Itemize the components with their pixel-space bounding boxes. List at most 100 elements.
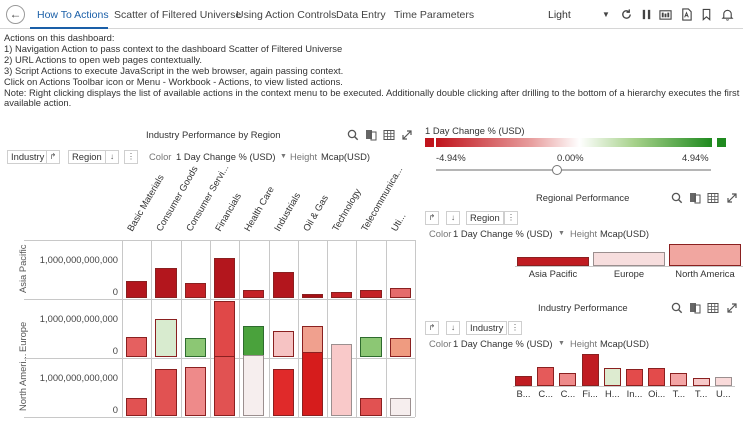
bar[interactable] [581,354,599,386]
bar[interactable] [517,257,589,266]
table-icon[interactable] [707,192,719,204]
bar[interactable] [331,344,353,416]
bar[interactable] [243,355,265,416]
color-value-select[interactable]: 1 Day Change % (USD) [176,151,276,162]
chevron-down-icon[interactable]: ▼ [558,340,565,347]
bar[interactable] [155,369,177,416]
column-divider [268,240,270,417]
bar[interactable] [213,258,236,298]
tab-how-to-actions[interactable]: How To Actions [37,9,109,21]
height-value-select[interactable]: Mcap(USD) [321,151,370,162]
industry-chip[interactable]: Industry [7,150,49,164]
tab-scatter-filtered[interactable]: Scatter of Filtered Universe [114,9,242,21]
legend-slider-track[interactable] [436,169,711,171]
bar[interactable] [126,337,148,357]
refresh-icon[interactable] [620,8,633,21]
bar[interactable] [272,368,294,416]
export-icon[interactable] [689,192,701,204]
bar[interactable] [272,272,294,298]
tab-time-parameters[interactable]: Time Parameters [394,9,475,21]
bar[interactable] [155,319,177,357]
legend-slider-handle[interactable] [552,165,562,175]
bar[interactable] [360,290,382,298]
search-icon[interactable] [671,302,683,314]
bar[interactable] [648,368,666,386]
tab-data-entry[interactable]: Data Entry [336,9,386,21]
bar[interactable] [184,366,206,416]
bar[interactable] [184,282,206,298]
description-line: 2) URL Actions to open web pages context… [4,53,203,65]
pdf-icon[interactable] [680,8,693,21]
bar[interactable] [670,372,688,386]
legend-max: 4.94% [682,152,709,163]
sort-icon[interactable]: ↓ [446,211,460,225]
drill-arrow-icon[interactable]: ↱ [425,211,439,225]
tab-action-controls[interactable]: Using Action Controls [236,9,337,21]
bar[interactable] [243,290,265,298]
sort-icon[interactable]: ↓ [446,321,460,335]
table-icon[interactable] [383,129,395,141]
scatter-icon[interactable]: ⋮ [504,211,518,225]
bar[interactable] [515,376,532,386]
back-icon[interactable]: ← [6,5,25,24]
export-icon[interactable] [689,302,701,314]
bell-icon[interactable] [721,8,734,21]
bar[interactable] [272,330,294,357]
description-line: 3) Script Actions to execute JavaScript … [4,64,344,76]
bar[interactable] [301,294,324,298]
bookmark-icon[interactable] [700,8,713,21]
bar[interactable] [669,244,741,266]
snapshot-icon[interactable] [659,8,672,21]
expand-icon[interactable] [726,192,738,204]
bar[interactable] [360,397,382,416]
bar[interactable] [213,300,236,357]
pause-icon[interactable] [640,8,653,21]
theme-select[interactable]: Light [548,9,571,21]
color-value-select[interactable]: 1 Day Change % (USD) [453,228,553,239]
positive-swatch [717,138,726,147]
table-icon[interactable] [707,302,719,314]
bar[interactable] [213,356,236,416]
column-divider [415,240,416,417]
bar[interactable] [126,397,148,416]
scatter-icon[interactable]: ⋮ [508,321,522,335]
expand-icon[interactable] [401,129,413,141]
height-value-select[interactable]: Mcap(USD) [600,338,649,349]
bar[interactable] [626,369,643,386]
bar[interactable] [155,268,177,298]
bar[interactable] [389,338,411,357]
bar[interactable] [126,280,148,298]
export-icon[interactable] [365,129,377,141]
bar[interactable] [593,252,665,266]
color-value-select[interactable]: 1 Day Change % (USD) [453,338,553,349]
bar[interactable] [331,291,353,298]
bar[interactable] [559,372,577,386]
drill-arrow-icon[interactable]: ↱ [46,150,60,164]
search-icon[interactable] [671,192,683,204]
color-label: Color [429,338,452,349]
bar[interactable] [301,351,324,416]
chevron-down-icon[interactable]: ▼ [280,153,287,160]
bar[interactable] [389,397,411,416]
bar[interactable] [603,368,621,386]
bar[interactable] [537,366,555,386]
industry-chip[interactable]: Industry [466,321,508,335]
bar[interactable] [243,325,265,357]
sort-icon[interactable]: ↓ [105,150,119,164]
chevron-down-icon[interactable]: ▼ [602,10,610,19]
scatter-icon[interactable]: ⋮ [124,150,138,164]
bar[interactable] [389,288,411,298]
search-icon[interactable] [347,129,359,141]
column-divider [297,240,299,417]
drill-arrow-icon[interactable]: ↱ [425,321,439,335]
bar[interactable] [714,377,732,386]
chevron-down-icon[interactable]: ▼ [558,230,565,237]
expand-icon[interactable] [726,302,738,314]
x-tick-label: Europe [613,268,645,279]
bar[interactable] [184,338,206,357]
height-value-select[interactable]: Mcap(USD) [600,228,649,239]
bar[interactable] [360,336,382,357]
region-chip[interactable]: Region [466,211,504,225]
region-chip[interactable]: Region [68,150,106,164]
bar[interactable] [692,378,710,386]
